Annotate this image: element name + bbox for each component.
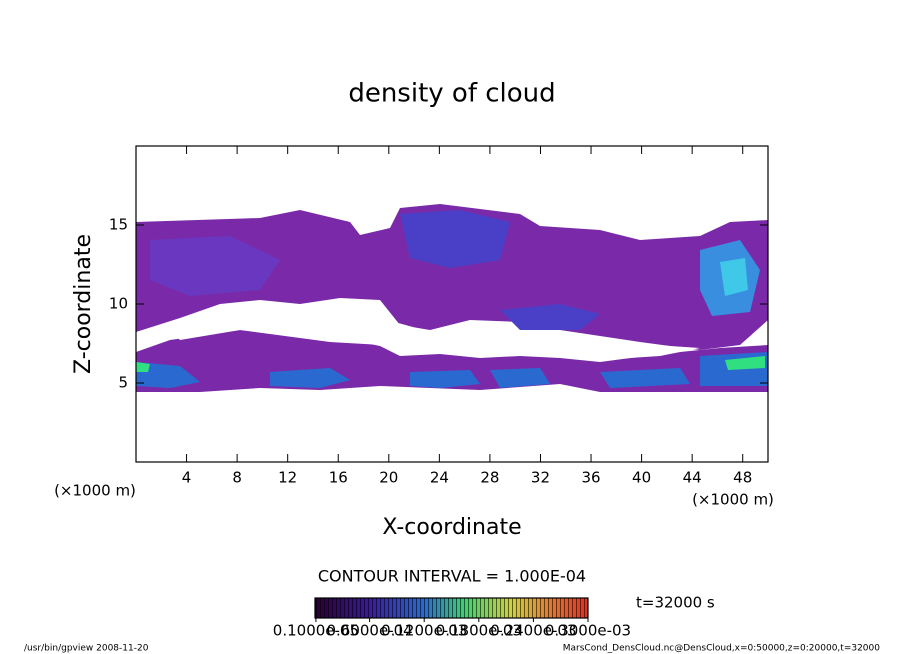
y-tick-label: 10 <box>109 295 128 313</box>
x-unit: (×1000 m) <box>54 482 136 500</box>
contour-interval: CONTOUR INTERVAL = 1.000E-04 <box>318 567 586 586</box>
footer-right: MarsCond_DensCloud.nc@DensCloud,x=0:5000… <box>563 644 880 654</box>
x-tick-label: 12 <box>278 469 297 487</box>
x-tick-label: 20 <box>379 469 398 487</box>
colorbar-tick-label: 0.1800e-03 <box>436 622 522 640</box>
chart-title: density of cloud <box>348 79 555 109</box>
x-tick-label: 28 <box>480 469 499 487</box>
colorbar-tick-label: 0.1200e-03 <box>381 622 467 640</box>
colorbar-tick-label: 0.3000e-03 <box>545 622 631 640</box>
x-unit: (×1000 m) <box>692 491 774 509</box>
cloud-field <box>136 204 768 392</box>
colorbar-tick-label: 0.2400e-03 <box>490 622 576 640</box>
x-tick-label: 24 <box>430 469 449 487</box>
y-tick-label: 15 <box>109 216 128 234</box>
colorbar-stripes <box>315 598 588 618</box>
x-tick-label: 4 <box>182 469 192 487</box>
x-tick-label: 48 <box>733 469 752 487</box>
time-label: t=32000 s <box>636 594 715 612</box>
colorbar-tick-label: 0.6000e-04 <box>326 622 412 640</box>
x-axis-title: X-coordinate <box>382 515 521 540</box>
x-tick-label: 44 <box>683 469 702 487</box>
x-tick-label: 36 <box>581 469 600 487</box>
x-tick-label: 8 <box>232 469 242 487</box>
colorbar-frame <box>314 597 589 619</box>
y-axis-title: Z-coordinate <box>71 234 96 374</box>
footer-left: /usr/bin/gpview 2008-11-20 <box>24 644 149 654</box>
x-tick-label: 40 <box>632 469 651 487</box>
y-tick-label: 5 <box>118 374 128 392</box>
x-tick-label: 32 <box>531 469 550 487</box>
colorbar-tick-label: 0.1000e-05 <box>273 622 359 640</box>
x-tick-label: 16 <box>329 469 348 487</box>
